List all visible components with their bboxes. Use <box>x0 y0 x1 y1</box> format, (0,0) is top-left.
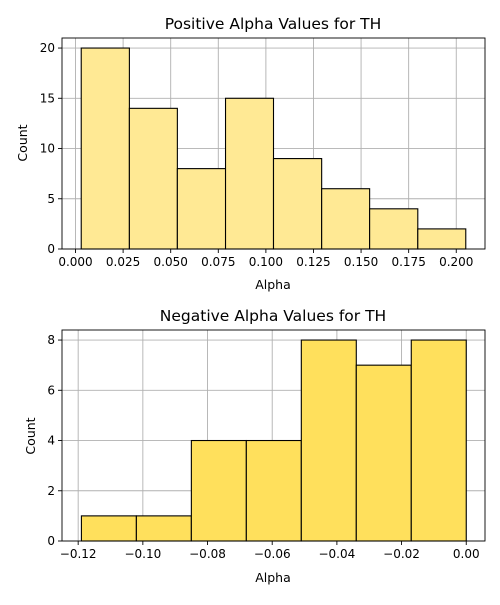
x-tick-label: −0.08 <box>189 547 226 561</box>
x-tick-label: 0.200 <box>439 255 473 269</box>
histogram-bar <box>128 107 178 250</box>
x-tick-label: 0.050 <box>154 255 188 269</box>
y-tick-label: 4 <box>47 434 55 448</box>
y-tick-label: 15 <box>40 91 55 105</box>
x-tick-label: 0.000 <box>58 255 92 269</box>
histogram-bar <box>80 515 137 542</box>
chart-title: Negative Alpha Values for TH <box>160 307 386 325</box>
histogram-bar <box>417 228 467 250</box>
y-tick-label: 10 <box>40 142 55 156</box>
x-tick-label: −0.04 <box>318 547 355 561</box>
y-axis-label: Count <box>15 124 30 161</box>
x-tick-label: 0.125 <box>296 255 330 269</box>
histogram-bar <box>410 339 467 542</box>
x-tick-label: 0.025 <box>106 255 140 269</box>
histogram-bar <box>190 439 247 542</box>
histogram-bar <box>321 188 371 250</box>
x-tick-label: 0.00 <box>453 547 480 561</box>
x-axis-label: Alpha <box>255 277 291 292</box>
histogram-bar <box>272 158 323 250</box>
y-tick-label: 20 <box>40 41 55 55</box>
negative-alpha-histogram: Negative Alpha Values for TH Alpha Count… <box>23 307 486 585</box>
y-tick-label: 8 <box>47 333 55 347</box>
x-tick-label: 0.100 <box>249 255 283 269</box>
x-tick-label: 0.075 <box>201 255 235 269</box>
histogram-bar <box>80 47 130 250</box>
y-tick-label: 0 <box>47 242 55 256</box>
x-tick-label: −0.10 <box>124 547 161 561</box>
histogram-bar <box>245 439 302 542</box>
y-tick-label: 2 <box>47 484 55 498</box>
plot-frame <box>61 329 486 542</box>
histogram-bar <box>355 364 412 542</box>
y-axis-label: Count <box>23 417 38 454</box>
histogram-bar <box>176 168 227 250</box>
x-tick-label: 0.175 <box>391 255 425 269</box>
x-tick-label: −0.02 <box>383 547 420 561</box>
y-tick-label: 0 <box>47 534 55 548</box>
y-tick-label: 5 <box>47 192 55 206</box>
positive-alpha-histogram: Positive Alpha Values for TH Alpha Count… <box>15 15 486 292</box>
histogram-bar <box>300 339 357 542</box>
x-tick-label: −0.12 <box>60 547 97 561</box>
histogram-bar <box>369 208 419 250</box>
histogram-bar <box>224 97 275 250</box>
chart-title: Positive Alpha Values for TH <box>165 15 382 33</box>
x-axis-label: Alpha <box>255 570 291 585</box>
x-tick-label: 0.150 <box>344 255 378 269</box>
histogram-bar <box>135 515 192 542</box>
x-tick-label: −0.06 <box>254 547 291 561</box>
plot-frame <box>61 37 486 250</box>
y-tick-label: 6 <box>47 383 55 397</box>
